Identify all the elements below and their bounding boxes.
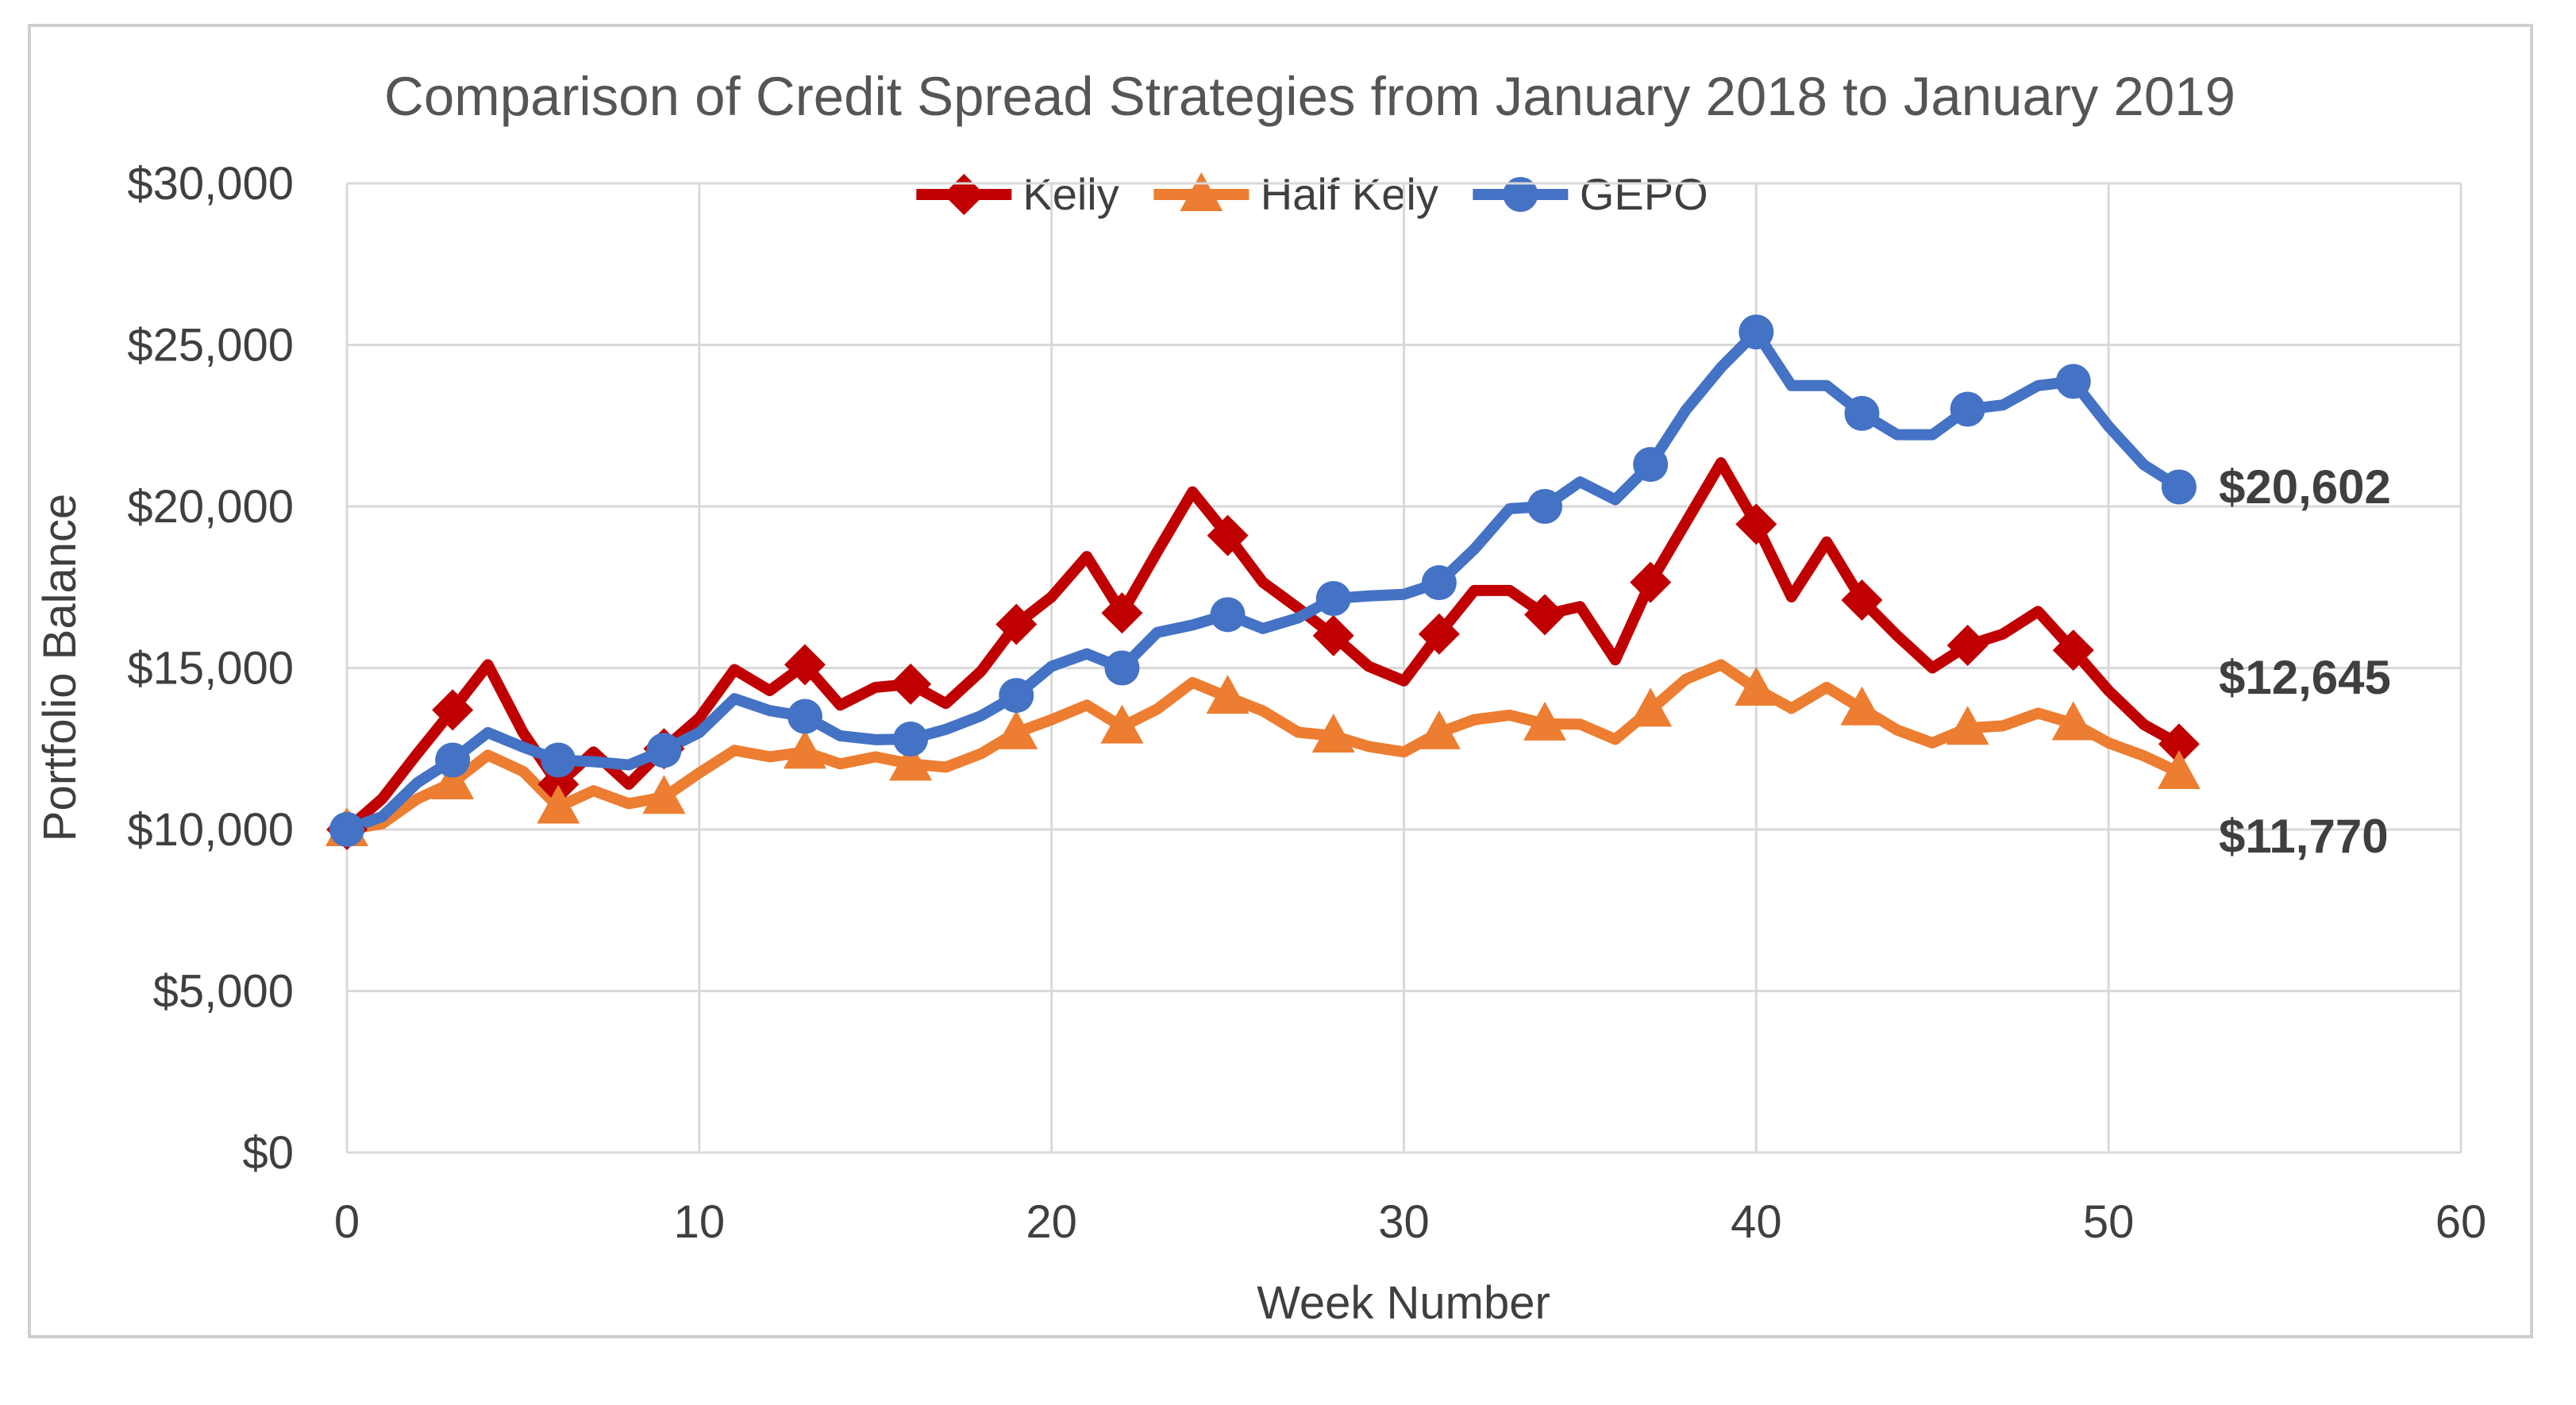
y-tick-label-0: $0 (242, 1127, 294, 1179)
kelly-marker-week-19 (995, 603, 1038, 645)
kelly-marker-week-40 (1735, 503, 1777, 545)
half-kely-marker-week-49 (2051, 701, 2095, 741)
gepo-marker-week-6 (541, 742, 576, 778)
y-tick-label-25000: $25,000 (127, 320, 294, 371)
gridlines (345, 182, 2462, 1154)
kelly-marker-week-49 (2052, 629, 2094, 672)
gepo-marker-week-52 (2161, 469, 2197, 505)
kelly-marker-week-13 (784, 644, 826, 686)
half-kely-legend-shape (1180, 171, 1223, 211)
half-kely-marker-week-37 (1629, 687, 1673, 727)
legend-item-gepo: GEPO (1469, 168, 1708, 220)
gepo-marker-week-13 (787, 699, 822, 734)
half-kely-marker-week-43 (1840, 686, 1884, 726)
kelly-end-label: $12,645 (2219, 651, 2391, 704)
gepo-marker-week-49 (2055, 364, 2091, 399)
half-kely-marker-week-6 (537, 784, 580, 824)
kelly-marker-week-43 (1841, 579, 1883, 622)
y-axis-title: Portfolio Balance (34, 494, 86, 841)
gepo-marker-week-3 (435, 742, 471, 778)
kelly-marker-week-52 (2158, 723, 2200, 765)
gepo-marker-week-16 (893, 722, 929, 757)
half-kely-line (341, 659, 2185, 835)
half-kely-marker-week-3 (431, 760, 475, 799)
half-kelly-end-label: $11,770 (2219, 810, 2389, 863)
half-kely-marker-week-13 (783, 729, 826, 769)
x-tick-label-0: 0 (334, 1196, 360, 1248)
gepo-marker-week-37 (1633, 447, 1669, 483)
kelly-marker-week-31 (1418, 613, 1460, 655)
gepo-legend-shape (1503, 176, 1538, 212)
half-kely-marker-week-25 (1206, 675, 1249, 714)
x-tick-label-10: 10 (674, 1196, 726, 1248)
half-kely-marker-week-16 (889, 741, 933, 781)
x-tick-label-30: 30 (1378, 1196, 1430, 1248)
half-kely-marker-week-34 (1523, 701, 1567, 741)
half-kely-marker-week-31 (1417, 710, 1461, 749)
x-tick-label-50: 50 (2083, 1196, 2135, 1248)
x-tick-label-20: 20 (1026, 1196, 1077, 1248)
gepo-marker-week-9 (646, 733, 682, 768)
half-kely-legend-marker-icon (1153, 171, 1249, 211)
legend-label-kelly: Kelly (1022, 169, 1119, 219)
y-tick-label-10000: $10,000 (127, 804, 294, 856)
kelly-marker-week-25 (1207, 514, 1249, 556)
chart-legend: Kelly Half Kely GEPO (911, 168, 1708, 220)
kelly-marker-week-37 (1630, 561, 1672, 603)
legend-label-half-kely: Half Kely (1260, 169, 1438, 219)
gepo-marker-week-25 (1210, 597, 1246, 633)
x-axis-title: Week Number (1257, 1277, 1550, 1329)
gepo-marker-week-43 (1844, 395, 1880, 431)
kelly-line (341, 457, 2185, 835)
y-tick-label-15000: $15,000 (127, 643, 294, 695)
gepo-end-label: $20,602 (2219, 460, 2391, 514)
y-tick-label-20000: $20,000 (127, 481, 294, 533)
half-kely-marker-week-40 (1735, 666, 1778, 706)
gepo-marker-week-22 (1104, 650, 1140, 686)
legend-label-gepo: GEPO (1579, 169, 1708, 219)
tick-labels: 0 10 20 30 40 50 60 $0 $5,000 $10,000 $15,000 $20,0… (127, 158, 2486, 1248)
gepo-marker-week-19 (999, 678, 1034, 714)
kelly-marker-week-34 (1524, 594, 1566, 636)
x-tick-label-60: 60 (2435, 1196, 2487, 1248)
kelly-marker-week-16 (890, 663, 932, 705)
y-tick-label-5000: $5,000 (153, 966, 294, 1018)
half-kely-marker-week-22 (1100, 704, 1144, 744)
gepo-marker-week-40 (1739, 314, 1774, 350)
gepo-marker-week-31 (1421, 565, 1457, 601)
series-markers (325, 314, 2201, 850)
gepo-marker-week-34 (1527, 489, 1563, 524)
y-tick-label-30000: $30,000 (127, 158, 294, 210)
half-kely-marker-week-52 (2157, 749, 2201, 789)
chart-title: Comparison of Credit Spread Strategies f… (384, 66, 2235, 127)
legend-item-half-kely: Half Kely (1149, 168, 1438, 220)
gepo-marker-week-28 (1315, 580, 1351, 616)
chart-outer-border (28, 24, 2533, 1338)
kelly-marker-week-28 (1312, 614, 1354, 656)
half-kely-marker-week-9 (642, 775, 686, 814)
kelly-marker-week-3 (432, 689, 474, 731)
gepo-legend-marker-icon (1473, 176, 1569, 212)
gepo-marker-week-0 (329, 812, 364, 847)
x-tick-label-40: 40 (1731, 1196, 1782, 1248)
gepo-marker-week-46 (1950, 391, 1985, 427)
kelly-marker-week-46 (1946, 625, 1989, 667)
half-kely-marker-week-28 (1311, 713, 1355, 753)
kelly-marker-week-22 (1101, 592, 1143, 634)
half-kely-marker-week-19 (995, 710, 1038, 749)
half-kely-marker-week-46 (1946, 706, 1989, 745)
series-lines (341, 326, 2185, 835)
